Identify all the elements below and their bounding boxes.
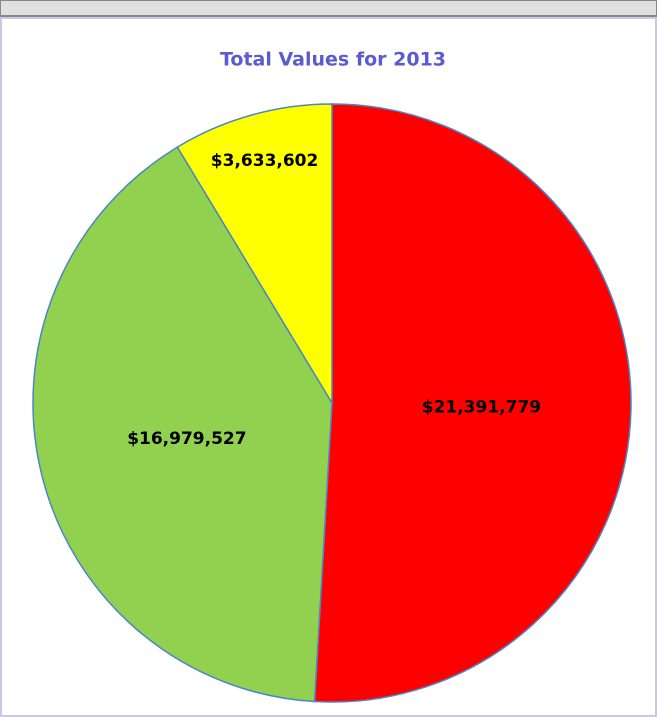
pie-slice (32, 146, 333, 703)
chart-title: Total Values for 2013 (220, 49, 446, 71)
pie-slice (313, 103, 632, 703)
data-label: $16,979,527 (127, 429, 246, 449)
data-label: $21,391,779 (422, 397, 541, 417)
top-bar (0, 0, 657, 17)
pie-slice (176, 103, 333, 406)
data-label: $3,633,602 (211, 151, 319, 171)
